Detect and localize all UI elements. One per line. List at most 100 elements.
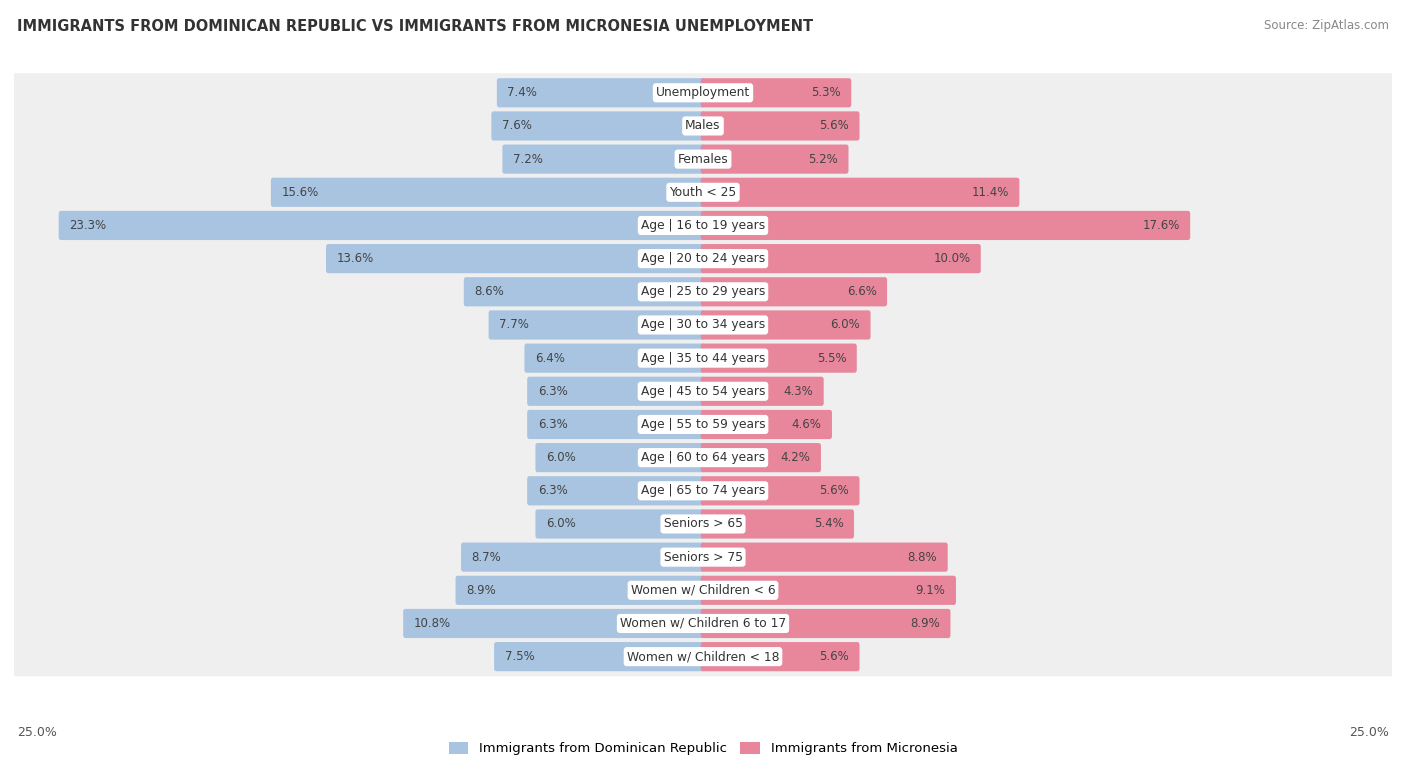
- Text: Males: Males: [685, 120, 721, 132]
- Text: 5.6%: 5.6%: [820, 484, 849, 497]
- FancyBboxPatch shape: [461, 543, 706, 572]
- FancyBboxPatch shape: [536, 509, 706, 538]
- FancyBboxPatch shape: [700, 344, 856, 372]
- Text: 10.8%: 10.8%: [413, 617, 451, 630]
- FancyBboxPatch shape: [700, 111, 859, 141]
- Text: 5.5%: 5.5%: [817, 352, 846, 365]
- Text: Unemployment: Unemployment: [655, 86, 751, 99]
- FancyBboxPatch shape: [10, 471, 1396, 510]
- FancyBboxPatch shape: [326, 244, 706, 273]
- Text: 4.3%: 4.3%: [783, 385, 813, 397]
- FancyBboxPatch shape: [527, 410, 706, 439]
- FancyBboxPatch shape: [700, 543, 948, 572]
- FancyBboxPatch shape: [527, 476, 706, 506]
- Text: 5.2%: 5.2%: [808, 153, 838, 166]
- FancyBboxPatch shape: [700, 642, 859, 671]
- Text: Age | 60 to 64 years: Age | 60 to 64 years: [641, 451, 765, 464]
- FancyBboxPatch shape: [10, 504, 1396, 544]
- Text: 6.3%: 6.3%: [537, 418, 568, 431]
- FancyBboxPatch shape: [271, 178, 706, 207]
- FancyBboxPatch shape: [700, 145, 848, 173]
- Text: 6.0%: 6.0%: [546, 451, 575, 464]
- Text: 8.7%: 8.7%: [471, 550, 502, 564]
- Text: 8.6%: 8.6%: [474, 285, 503, 298]
- Text: 5.6%: 5.6%: [820, 650, 849, 663]
- Text: 4.2%: 4.2%: [780, 451, 810, 464]
- Text: 6.4%: 6.4%: [534, 352, 565, 365]
- Text: Seniors > 65: Seniors > 65: [664, 518, 742, 531]
- FancyBboxPatch shape: [700, 277, 887, 307]
- FancyBboxPatch shape: [59, 211, 706, 240]
- Text: 13.6%: 13.6%: [336, 252, 374, 265]
- Text: 7.4%: 7.4%: [508, 86, 537, 99]
- Text: Age | 25 to 29 years: Age | 25 to 29 years: [641, 285, 765, 298]
- FancyBboxPatch shape: [456, 576, 706, 605]
- Text: 4.6%: 4.6%: [792, 418, 821, 431]
- FancyBboxPatch shape: [10, 604, 1396, 643]
- Legend: Immigrants from Dominican Republic, Immigrants from Micronesia: Immigrants from Dominican Republic, Immi…: [443, 737, 963, 757]
- FancyBboxPatch shape: [700, 410, 832, 439]
- FancyBboxPatch shape: [700, 178, 1019, 207]
- Text: 5.4%: 5.4%: [814, 518, 844, 531]
- FancyBboxPatch shape: [10, 73, 1396, 112]
- FancyBboxPatch shape: [10, 571, 1396, 610]
- FancyBboxPatch shape: [700, 576, 956, 605]
- Text: 23.3%: 23.3%: [69, 219, 107, 232]
- Text: 7.6%: 7.6%: [502, 120, 531, 132]
- FancyBboxPatch shape: [700, 244, 981, 273]
- Text: 7.5%: 7.5%: [505, 650, 534, 663]
- FancyBboxPatch shape: [10, 305, 1396, 344]
- Text: 9.1%: 9.1%: [915, 584, 945, 597]
- Text: Source: ZipAtlas.com: Source: ZipAtlas.com: [1264, 19, 1389, 32]
- FancyBboxPatch shape: [10, 438, 1396, 477]
- FancyBboxPatch shape: [536, 443, 706, 472]
- Text: Women w/ Children < 6: Women w/ Children < 6: [631, 584, 775, 597]
- Text: 6.6%: 6.6%: [846, 285, 876, 298]
- FancyBboxPatch shape: [502, 145, 706, 173]
- FancyBboxPatch shape: [10, 637, 1396, 676]
- Text: 5.3%: 5.3%: [811, 86, 841, 99]
- FancyBboxPatch shape: [10, 537, 1396, 577]
- FancyBboxPatch shape: [10, 173, 1396, 212]
- Text: Women w/ Children 6 to 17: Women w/ Children 6 to 17: [620, 617, 786, 630]
- Text: Age | 16 to 19 years: Age | 16 to 19 years: [641, 219, 765, 232]
- Text: Age | 30 to 34 years: Age | 30 to 34 years: [641, 319, 765, 332]
- FancyBboxPatch shape: [700, 476, 859, 506]
- Text: Age | 35 to 44 years: Age | 35 to 44 years: [641, 352, 765, 365]
- FancyBboxPatch shape: [496, 78, 706, 107]
- Text: Age | 55 to 59 years: Age | 55 to 59 years: [641, 418, 765, 431]
- FancyBboxPatch shape: [527, 377, 706, 406]
- Text: 6.3%: 6.3%: [537, 484, 568, 497]
- Text: IMMIGRANTS FROM DOMINICAN REPUBLIC VS IMMIGRANTS FROM MICRONESIA UNEMPLOYMENT: IMMIGRANTS FROM DOMINICAN REPUBLIC VS IM…: [17, 19, 813, 34]
- Text: 7.2%: 7.2%: [513, 153, 543, 166]
- Text: Age | 65 to 74 years: Age | 65 to 74 years: [641, 484, 765, 497]
- Text: Seniors > 75: Seniors > 75: [664, 550, 742, 564]
- Text: Females: Females: [678, 153, 728, 166]
- Text: Women w/ Children < 18: Women w/ Children < 18: [627, 650, 779, 663]
- FancyBboxPatch shape: [700, 377, 824, 406]
- Text: 15.6%: 15.6%: [281, 185, 319, 199]
- FancyBboxPatch shape: [700, 78, 851, 107]
- FancyBboxPatch shape: [700, 310, 870, 340]
- FancyBboxPatch shape: [10, 372, 1396, 411]
- Text: Youth < 25: Youth < 25: [669, 185, 737, 199]
- FancyBboxPatch shape: [700, 509, 853, 538]
- FancyBboxPatch shape: [10, 338, 1396, 378]
- Text: 6.0%: 6.0%: [546, 518, 575, 531]
- Text: 25.0%: 25.0%: [17, 726, 56, 740]
- FancyBboxPatch shape: [489, 310, 706, 340]
- FancyBboxPatch shape: [494, 642, 706, 671]
- FancyBboxPatch shape: [10, 273, 1396, 311]
- Text: 6.0%: 6.0%: [831, 319, 860, 332]
- Text: 8.9%: 8.9%: [910, 617, 941, 630]
- FancyBboxPatch shape: [404, 609, 706, 638]
- Text: Age | 20 to 24 years: Age | 20 to 24 years: [641, 252, 765, 265]
- Text: 7.7%: 7.7%: [499, 319, 529, 332]
- Text: 25.0%: 25.0%: [1350, 726, 1389, 740]
- FancyBboxPatch shape: [700, 443, 821, 472]
- FancyBboxPatch shape: [700, 609, 950, 638]
- Text: 11.4%: 11.4%: [972, 185, 1010, 199]
- Text: 5.6%: 5.6%: [820, 120, 849, 132]
- FancyBboxPatch shape: [700, 211, 1191, 240]
- FancyBboxPatch shape: [10, 239, 1396, 278]
